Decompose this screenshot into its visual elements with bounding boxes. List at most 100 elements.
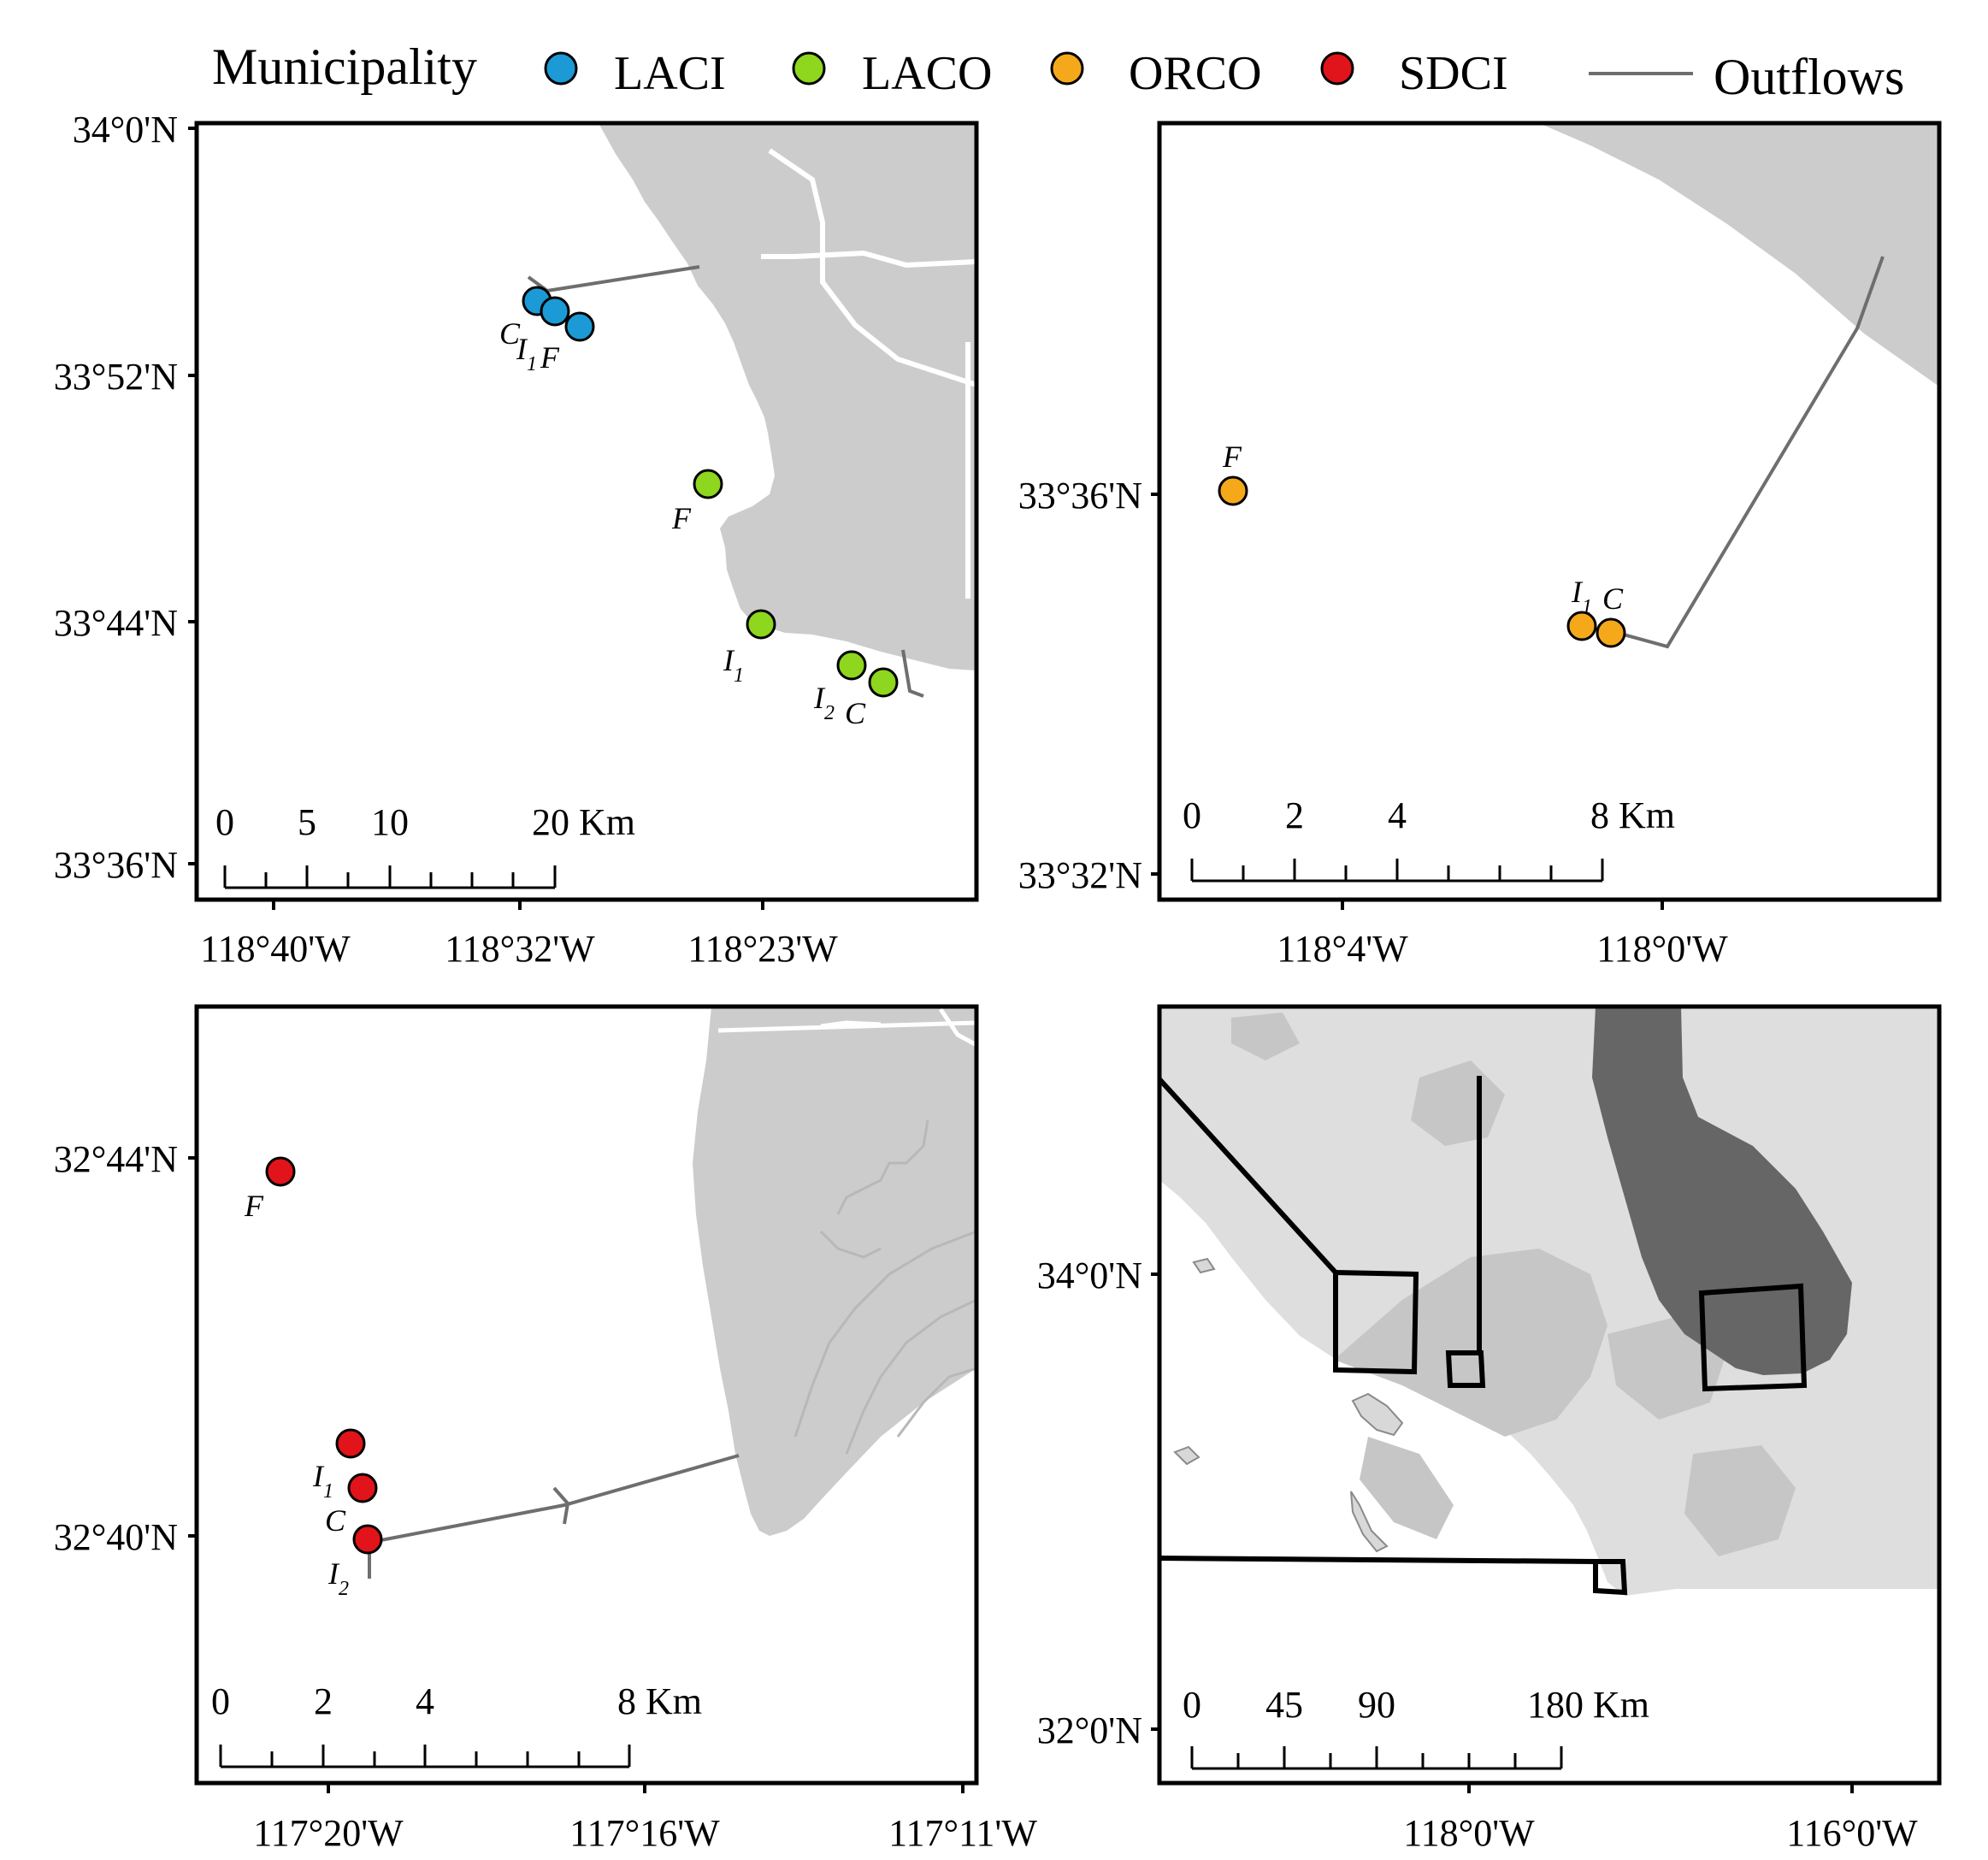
legend-label-orco: ORCO: [1129, 47, 1262, 100]
outfall-orco: [1610, 256, 1885, 649]
sampling-sites: C I1 F F I1 I2 C: [499, 286, 899, 730]
x-tick-label: 116°0'W: [1786, 1812, 1918, 1854]
site-label: I1: [1571, 575, 1592, 618]
scale-label: 10: [371, 801, 409, 843]
legend-label-outflows: Outflows: [1714, 49, 1904, 105]
site-marker-laco-i1: [746, 609, 776, 640]
y-axis: 34°0'N 32°0'N: [1037, 1255, 1159, 1751]
inset-box-orange-county: [1445, 1350, 1486, 1388]
x-tick-label: 118°32'W: [445, 928, 595, 970]
site-marker-orco-i1: [1566, 611, 1597, 641]
panel-overview: 34°0'N 32°0'N 118°0'W 116°0'W 0 45 90 18…: [1037, 1004, 1942, 1854]
site-label: F: [671, 501, 692, 535]
scale-label: 4: [416, 1680, 434, 1722]
x-tick-label: 118°4'W: [1277, 928, 1408, 970]
y-tick-label: 33°36'N: [54, 844, 178, 886]
scale-label: 2: [314, 1680, 333, 1722]
site-label: F: [244, 1189, 264, 1223]
y-tick-label: 32°0'N: [1037, 1709, 1142, 1751]
site-marker-laci-i1: [540, 296, 570, 327]
x-tick-label: 118°40'W: [200, 928, 351, 970]
site-label: I2: [813, 681, 835, 724]
legend-marker-orco: [1050, 51, 1084, 86]
scale-bar: 0 2 4 8 Km: [1183, 794, 1675, 883]
sampling-sites: F I1 C I2: [244, 1156, 383, 1600]
site-label: I1: [312, 1459, 333, 1503]
site-marker-sdci-i1: [335, 1428, 366, 1459]
x-axis: 118°4'W 118°0'W: [1277, 900, 1728, 970]
y-tick-label: 32°40'N: [54, 1516, 178, 1558]
y-tick-label: 33°52'N: [54, 356, 178, 398]
inset-box-los-angeles: [1333, 1269, 1419, 1375]
site-marker-orco-c: [1596, 617, 1626, 648]
scale-label: 0: [1183, 794, 1201, 836]
scale-label: 90: [1358, 1684, 1395, 1726]
site-label: C: [845, 696, 866, 730]
scale-label: 45: [1265, 1684, 1303, 1726]
sampling-sites: F I1 C: [1218, 440, 1626, 648]
site-marker-laco-c: [868, 667, 899, 698]
panel-los-angeles: 34°0'N 33°52'N 33°44'N 33°36'N 118°40'W …: [54, 109, 979, 970]
panel-frame: [1157, 121, 1942, 902]
legend: Municipality LACI LACO ORCO SDCI Outflow…: [212, 38, 1904, 105]
y-axis: 33°36'N 33°32'N: [1018, 475, 1159, 896]
legend-label-laco: LACO: [862, 47, 992, 100]
x-tick-label: 118°0'W: [1596, 928, 1728, 970]
y-axis: 34°0'N 33°52'N 33°44'N 33°36'N: [54, 109, 197, 886]
scale-label: 5: [298, 801, 316, 843]
leader-line-san-diego: [1159, 1556, 1596, 1564]
outfall-sdci: [367, 1454, 740, 1544]
scale-bar: 0 45 90 180 Km: [1183, 1684, 1649, 1770]
scale-label: 8 Km: [1590, 794, 1675, 836]
site-marker-sdci-i2: [352, 1524, 383, 1555]
legend-title: Municipality: [212, 38, 477, 95]
scale-label: 4: [1388, 794, 1407, 836]
legend-marker-sdci: [1320, 51, 1354, 86]
scale-label: 20 Km: [532, 801, 635, 843]
y-tick-label: 32°44'N: [54, 1138, 178, 1180]
y-tick-label: 33°44'N: [54, 602, 178, 644]
panel-orange-county: 33°36'N 33°32'N 118°4'W 118°0'W 0 2 4 8 …: [1018, 121, 1942, 970]
x-axis: 118°0'W 116°0'W: [1403, 1783, 1918, 1854]
scale-bar: 0 2 4 8 Km: [211, 1680, 702, 1768]
panel-frame: [194, 121, 979, 902]
road-network: [717, 1007, 976, 1048]
site-marker-sdci-c: [347, 1473, 378, 1503]
x-tick-label: 117°20'W: [253, 1812, 404, 1854]
legend-label-laci: LACI: [614, 47, 726, 100]
site-label: C: [499, 316, 521, 351]
site-label: I2: [327, 1556, 349, 1600]
site-label: I1: [723, 643, 744, 687]
site-marker-laco-i2: [836, 650, 867, 681]
outfall-laco: [901, 649, 924, 698]
y-tick-label: 33°36'N: [1018, 475, 1142, 517]
x-tick-label: 118°23'W: [687, 928, 838, 970]
y-tick-label: 34°0'N: [1037, 1255, 1142, 1296]
contour-lines: [793, 1119, 976, 1455]
inset-extents: [1159, 1076, 1808, 1596]
scale-bar: 0 5 10 20 Km: [215, 801, 635, 889]
legend-label-sdci: SDCI: [1399, 47, 1508, 100]
x-axis: 118°40'W 118°32'W 118°23'W: [200, 900, 838, 970]
leader-line-los-angeles: [1159, 1077, 1338, 1275]
site-marker-laci-f: [564, 311, 595, 342]
site-marker-sdci-f: [265, 1156, 296, 1187]
y-tick-label: 34°0'N: [73, 109, 178, 151]
scale-label: 0: [215, 801, 234, 843]
scale-label: 8 Km: [617, 1680, 702, 1722]
scale-label: 180 Km: [1527, 1684, 1649, 1726]
legend-marker-laci: [544, 51, 578, 86]
x-axis: 117°20'W 117°16'W 117°11'W: [253, 1783, 1037, 1854]
road-network: [761, 148, 976, 599]
y-tick-label: 33°32'N: [1018, 854, 1142, 896]
site-label: F: [1222, 440, 1242, 474]
site-marker-laco-f: [693, 469, 723, 499]
x-tick-label: 118°0'W: [1403, 1812, 1535, 1854]
legend-marker-laco: [792, 51, 826, 86]
site-label: C: [325, 1503, 346, 1538]
panel-frame: [194, 1004, 979, 1786]
outfall-laci: [527, 265, 700, 293]
coastline-land: [599, 123, 976, 670]
panel-san-diego: 32°44'N 32°40'N 117°20'W 117°16'W 117°11…: [54, 1004, 1037, 1854]
